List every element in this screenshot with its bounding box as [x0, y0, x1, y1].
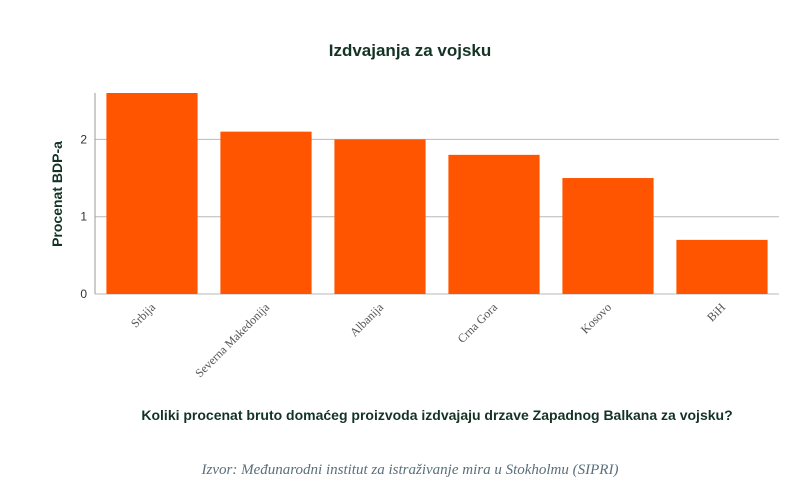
x-axis-ticks: Srbija Severna Makedonija Albanija Crna Gor…: [128, 300, 728, 380]
x-tick-label: BiH: [704, 300, 728, 324]
y-tick-label: 0: [80, 287, 87, 301]
chart-subtitle: Koliki procenat bruto domaćeg proizvoda …: [141, 407, 732, 423]
bar-severna-makedonija: [220, 131, 312, 294]
bar-kosovo: [562, 178, 654, 294]
x-tick-label: Kosovo: [578, 300, 614, 336]
y-axis-title: Procenat BDP-a: [49, 141, 65, 247]
y-tick-label: 2: [80, 132, 87, 146]
x-tick-label: Crna Gora: [455, 300, 501, 346]
x-tick-label: Srbija: [128, 300, 159, 331]
x-tick-label: Albanija: [347, 300, 387, 340]
x-tick-label: Severna Makedonija: [192, 300, 272, 380]
bar-crna-gora: [448, 154, 540, 294]
source-note: Izvor: Međunarodni institut za istraživa…: [201, 462, 619, 478]
chart-title: Izdvajanja za vojsku: [329, 41, 492, 60]
bar-bih: [676, 239, 768, 294]
y-tick-label: 1: [80, 210, 87, 224]
bars: [106, 93, 768, 294]
bar-srbija: [106, 93, 198, 294]
y-axis-ticks: 0 1 2: [80, 132, 87, 301]
bar-albanija: [334, 139, 426, 294]
gridlines: [95, 138, 779, 295]
